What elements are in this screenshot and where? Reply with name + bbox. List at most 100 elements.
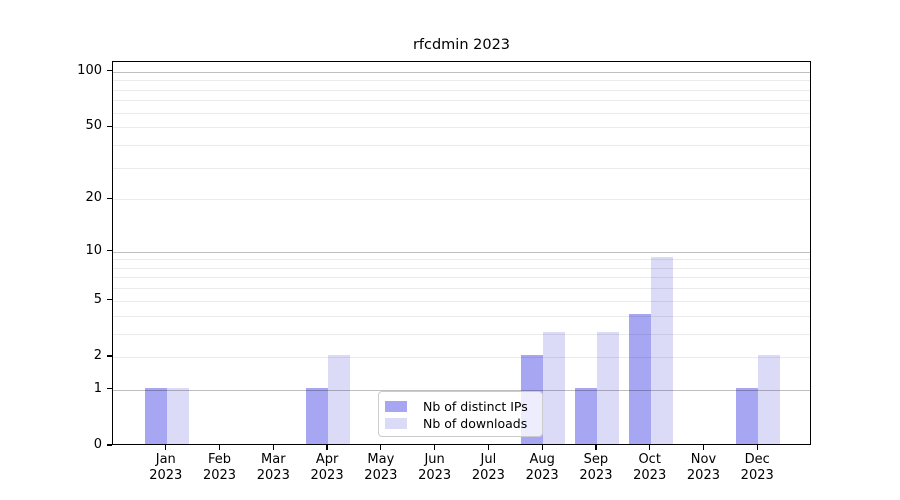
x-tick-jan xyxy=(165,445,167,450)
x-tick-label-dec: Dec 2023 xyxy=(729,452,785,483)
x-tick-month: Jul xyxy=(480,452,497,467)
x-tick-label-jan: Jan 2023 xyxy=(138,452,194,483)
x-tick-month: Feb xyxy=(208,452,232,467)
legend-swatch-distinct-ips xyxy=(385,401,407,412)
y-tick-label-1: 1 xyxy=(93,380,102,396)
y-tick-1 xyxy=(107,388,112,390)
x-tick-year: 2023 xyxy=(310,467,344,483)
x-tick-month: Dec xyxy=(744,452,770,467)
y-tick-label-50: 50 xyxy=(85,118,102,134)
x-tick-label-sep: Sep 2023 xyxy=(568,452,624,483)
gridline-minor-30 xyxy=(113,167,810,169)
y-tick-label-2: 2 xyxy=(93,347,102,363)
bar-downloads-apr xyxy=(328,354,351,444)
x-tick-year: 2023 xyxy=(364,467,398,483)
gridline-minor-2 xyxy=(113,356,810,358)
gridline-major-10 xyxy=(113,251,810,253)
gridline-major-1 xyxy=(113,389,810,391)
x-tick-month: Aug xyxy=(529,452,555,467)
x-tick-label-feb: Feb 2023 xyxy=(192,452,248,483)
x-tick-year: 2023 xyxy=(740,467,774,483)
x-tick-year: 2023 xyxy=(686,467,720,483)
x-tick-month: Oct xyxy=(638,452,661,467)
y-tick-0 xyxy=(107,444,112,446)
x-tick-label-jun: Jun 2023 xyxy=(407,452,463,483)
legend-label-downloads: Nb of downloads xyxy=(423,416,528,431)
x-tick-year: 2023 xyxy=(471,467,505,483)
x-tick-month: Nov xyxy=(690,452,717,467)
gridline-minor-70 xyxy=(113,100,810,102)
x-tick-label-mar: Mar 2023 xyxy=(245,452,301,483)
bar-ips-apr xyxy=(306,387,329,444)
x-tick-apr xyxy=(326,445,328,450)
x-tick-may xyxy=(380,445,382,450)
gridline-major-100 xyxy=(113,71,810,73)
gridline-minor-8 xyxy=(113,267,810,269)
x-tick-label-oct: Oct 2023 xyxy=(622,452,678,483)
y-tick-label-100: 100 xyxy=(77,62,102,78)
x-tick-label-aug: Aug 2023 xyxy=(514,452,570,483)
chart-title: rfcdmin 2023 xyxy=(412,37,511,53)
bar-downloads-dec xyxy=(758,354,781,444)
x-tick-year: 2023 xyxy=(418,467,452,483)
bar-downloads-jan xyxy=(166,387,189,444)
x-tick-year: 2023 xyxy=(525,467,559,483)
legend-swatch-downloads xyxy=(385,418,407,429)
x-tick-feb xyxy=(218,445,221,450)
bar-downloads-aug xyxy=(543,331,566,444)
y-tick-label-5: 5 xyxy=(93,291,102,307)
gridline-minor-4 xyxy=(113,315,810,317)
y-tick-50 xyxy=(107,125,112,127)
gridline-minor-6 xyxy=(113,288,810,290)
gridline-minor-50 xyxy=(113,127,810,129)
gridline-minor-3 xyxy=(113,333,810,335)
x-tick-year: 2023 xyxy=(149,467,183,483)
bar-downloads-sep xyxy=(596,331,619,444)
x-tick-nov xyxy=(702,445,705,450)
x-tick-mar xyxy=(272,445,274,450)
y-tick-2 xyxy=(107,355,112,357)
y-tick-5 xyxy=(107,299,112,301)
y-tick-10 xyxy=(107,249,112,252)
x-tick-year: 2023 xyxy=(633,467,667,483)
bar-ips-dec xyxy=(736,387,759,444)
y-tick-label-10: 10 xyxy=(85,242,102,258)
gridline-minor-60 xyxy=(113,112,810,114)
x-tick-label-jul: Jul 2023 xyxy=(460,452,516,483)
y-tick-label-20: 20 xyxy=(85,190,102,206)
bar-ips-sep xyxy=(574,387,597,444)
y-tick-100 xyxy=(107,70,112,72)
legend: Nb of distinct IPs Nb of downloads xyxy=(378,391,543,437)
x-tick-month: Jan xyxy=(155,452,176,467)
legend-item-downloads: Nb of downloads xyxy=(385,415,536,432)
x-tick-year: 2023 xyxy=(202,467,237,483)
x-tick-jul xyxy=(487,445,490,450)
y-tick-20 xyxy=(107,197,112,199)
bar-ips-oct xyxy=(628,313,651,444)
grid-layer xyxy=(113,62,810,444)
gridline-minor-7 xyxy=(113,277,810,279)
bars-layer xyxy=(113,62,810,444)
gridline-minor-20 xyxy=(113,199,810,201)
x-tick-month: Jun xyxy=(424,452,445,467)
x-tick-label-apr: Apr 2023 xyxy=(299,452,355,483)
legend-label-distinct-ips: Nb of distinct IPs xyxy=(423,399,528,414)
x-tick-month: Apr xyxy=(315,452,339,467)
x-tick-sep xyxy=(595,445,597,450)
bar-downloads-oct xyxy=(650,257,673,444)
y-tick-label-0: 0 xyxy=(93,437,102,452)
gridline-minor-80 xyxy=(113,89,810,91)
x-tick-month: May xyxy=(367,452,395,467)
legend-item-distinct-ips: Nb of distinct IPs xyxy=(385,398,536,415)
x-tick-dec xyxy=(756,445,758,450)
bar-ips-jan xyxy=(144,387,167,444)
x-tick-month: Sep xyxy=(583,452,609,467)
gridline-minor-9 xyxy=(113,259,810,261)
plot-area xyxy=(112,61,811,445)
x-tick-jun xyxy=(433,445,436,450)
x-tick-year: 2023 xyxy=(256,467,290,483)
gridline-minor-40 xyxy=(113,144,810,146)
gridline-minor-5 xyxy=(113,300,810,302)
x-tick-label-nov: Nov 2023 xyxy=(675,452,731,483)
